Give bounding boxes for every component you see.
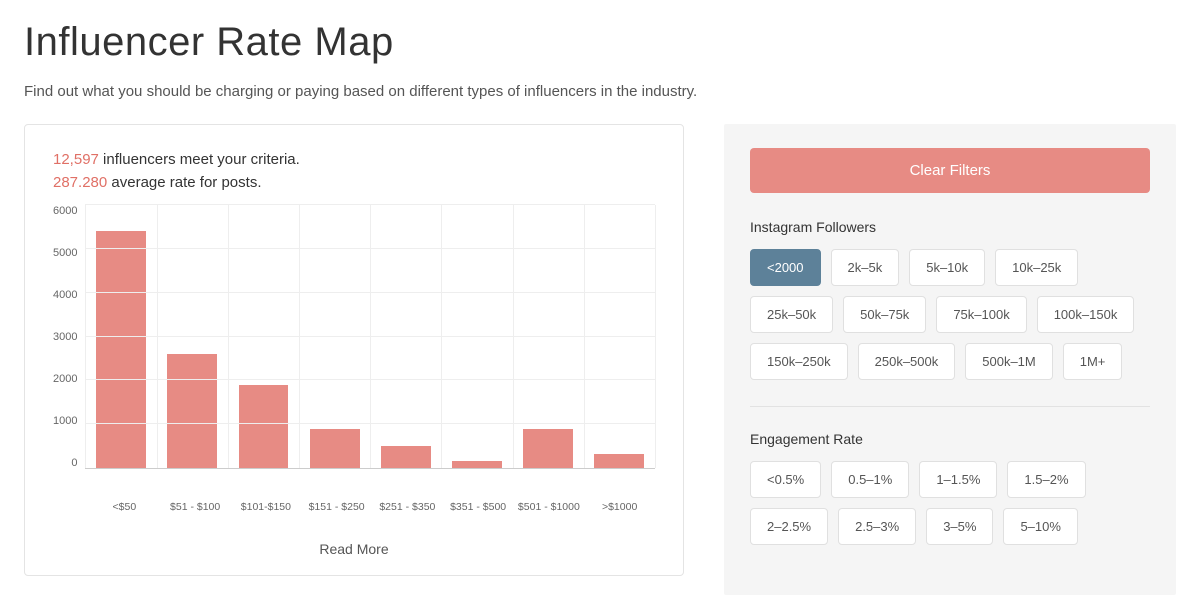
page-subtitle: Find out what you should be charging or … [24,83,1176,100]
chart-y-tick: 1000 [53,415,77,427]
filter-chip[interactable]: 100k–150k [1037,296,1135,333]
chart-x-label: $51 - $100 [160,501,231,513]
chart-y-tick: 2000 [53,373,77,385]
filter-chip-row: <2000 2k–5k5k–10k 10k–25k 25k–50k 50k–75k 75k… [750,249,1150,380]
filter-chip[interactable]: 75k–100k [936,296,1026,333]
filter-chip[interactable]: 1.5–2% [1007,461,1085,498]
filter-chip-row: <0.5% 0.5–1% 1–1.5% 1.5–2% 2–2.5% 2.5–3% 3–5% 5… [750,461,1150,545]
filter-groups: Instagram Followers <2000 2k–5k5k–10k 10k–2… [750,219,1150,545]
chart-x-label: $101-$150 [231,501,302,513]
chart-bar [381,446,431,468]
chart-x-label: >$1000 [584,501,655,513]
chart-y-tick: 3000 [53,331,77,343]
chart-y-axis: 6000 5000 4000 3000 2000 1000 0 [53,205,85,469]
filter-group-title: Instagram Followers [750,219,1150,235]
filter-chip[interactable]: 3–5% [926,508,993,545]
filter-chip[interactable]: <0.5% [750,461,821,498]
filter-chip[interactable]: 2–2.5% [750,508,828,545]
clear-filters-button[interactable]: Clear Filters [750,148,1150,193]
chart-x-label: $151 - $250 [301,501,372,513]
chart-bar-slot [513,205,584,468]
stat-count-value: 12,597 [53,151,99,168]
chart-x-label: <$50 [89,501,160,513]
filter-chip[interactable]: 0.5–1% [831,461,909,498]
chart-bar [452,461,502,468]
chart-gridline-vertical [299,205,300,468]
chart-y-tick: 5000 [53,247,77,259]
filter-chip[interactable]: 5–10% [1003,508,1077,545]
chart-bar [594,454,644,468]
filters-panel: Clear Filters Instagram Followers <2000 2k… [724,124,1176,595]
filter-chip[interactable]: 25k–50k [750,296,833,333]
chart-y-tick: 6000 [53,205,77,217]
chart-y-tick: 0 [71,457,77,469]
chart-gridline-vertical [228,205,229,468]
chart-gridline-vertical [584,205,585,468]
content-row: 12,597 influencers meet your criteria. 2… [24,124,1176,595]
filter-chip[interactable]: 500k–1M [965,343,1052,380]
chart-x-labels: <$50$51 - $100$101-$150$151 - $250$251 -… [89,501,655,513]
filter-chip[interactable]: 1M+ [1063,343,1123,380]
chart-bar-slot [441,205,512,468]
chart-gridline-vertical [370,205,371,468]
stat-rate-suffix: average rate for posts. [107,174,261,191]
filter-chip[interactable]: 1–1.5% [919,461,997,498]
chart-bar-slot [584,205,655,468]
chart-bar [239,385,289,468]
stat-count-suffix: influencers meet your criteria. [99,151,300,168]
chart-card: 12,597 influencers meet your criteria. 2… [24,124,684,576]
chart-x-label: $251 - $350 [372,501,443,513]
filter-chip[interactable]: 50k–75k [843,296,926,333]
chart-bar [167,354,217,468]
page-title: Influencer Rate Map [24,20,1176,65]
chart-bar [310,429,360,468]
stat-count-line: 12,597 influencers meet your criteria. [53,151,655,168]
chart-x-label: $501 - $1000 [514,501,585,513]
chart-bar-slot [228,205,299,468]
chart-gridline-vertical [85,205,86,468]
filter-chip[interactable]: 10k–25k [995,249,1078,286]
chart-x-label: $351 - $500 [443,501,514,513]
chart-bar-slot [370,205,441,468]
filter-chip[interactable]: 5k–10k [909,249,985,286]
chart-bar-slot [299,205,370,468]
chart-gridline-vertical [513,205,514,468]
filter-chip[interactable]: <2000 [750,249,821,286]
chart-y-tick: 4000 [53,289,77,301]
filter-divider [750,406,1150,407]
chart: 6000 5000 4000 3000 2000 1000 0 [53,205,655,495]
read-more-link[interactable]: Read More [53,541,655,557]
chart-gridline-vertical [157,205,158,468]
chart-gridline-vertical [441,205,442,468]
chart-bar-slot [157,205,228,468]
filter-chip[interactable]: 2.5–3% [838,508,916,545]
chart-bar [96,231,146,468]
chart-gridline-vertical [655,205,656,468]
filter-chip[interactable]: 2k–5k [831,249,900,286]
filter-chip[interactable]: 250k–500k [858,343,956,380]
chart-bar-slot [85,205,156,468]
stat-rate-value: 287.280 [53,174,107,191]
chart-bar [523,429,573,468]
chart-plot-area [85,205,655,469]
stat-rate-line: 287.280 average rate for posts. [53,174,655,191]
filter-group-title: Engagement Rate [750,431,1150,447]
filter-chip[interactable]: 150k–250k [750,343,848,380]
